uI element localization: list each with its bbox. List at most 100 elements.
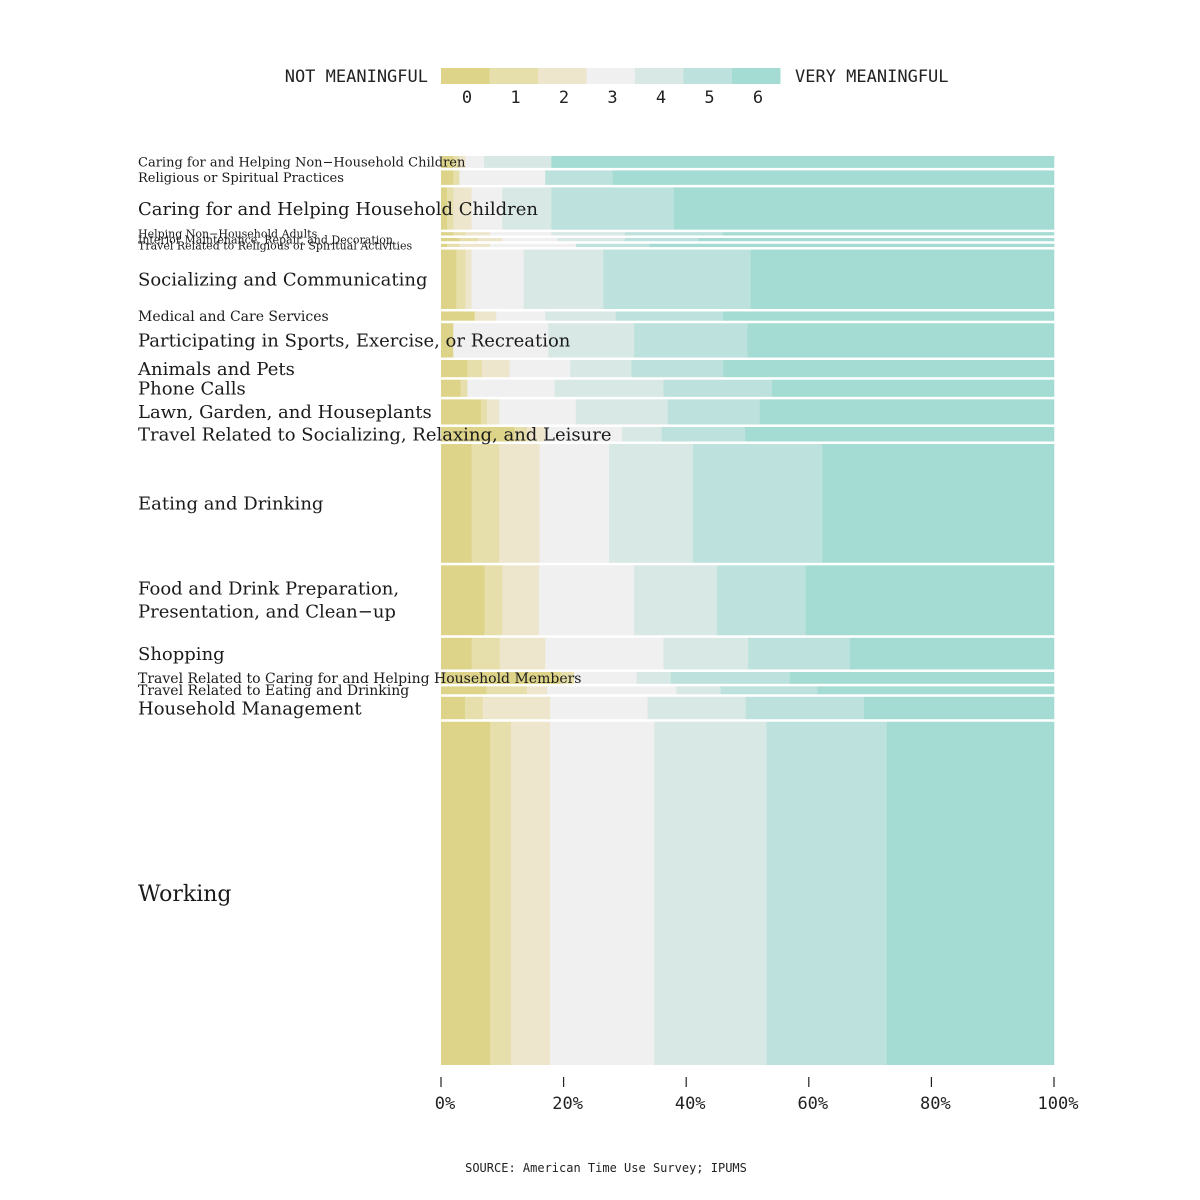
segment-12-1: [514, 426, 528, 442]
row-4: [441, 237, 1055, 242]
segment-15-4: [663, 637, 749, 670]
row-label-line: Animals and Pets: [137, 359, 295, 380]
legend-swatch-1: [489, 68, 538, 84]
row-18: [441, 696, 1055, 720]
row-label-line: Medical and Care Services: [138, 309, 329, 325]
source-note: SOURCE: American Time Use Survey; IPUMS: [465, 1161, 747, 1175]
segment-11-0: [441, 399, 482, 425]
row-12: [441, 426, 1055, 442]
segment-19-1: [490, 721, 512, 1065]
segment-8-0: [441, 323, 454, 358]
row-1: [441, 170, 1055, 185]
segment-2-4: [502, 187, 552, 230]
segment-5-0: [441, 243, 448, 248]
x-tick-label-5: 100%: [1038, 1094, 1079, 1114]
segment-4-5: [624, 237, 699, 242]
row-label-13: Eating and Drinking: [138, 494, 323, 515]
row-6: [441, 249, 1055, 309]
segment-11-4: [575, 399, 669, 425]
row-label-line: Interior Maintenance, Repair, and Decora…: [138, 233, 393, 246]
segment-17-3: [547, 686, 677, 695]
row-label-line: Travel Related to Religious or Spiritual…: [138, 239, 413, 252]
row-11: [441, 399, 1055, 425]
segment-14-0: [441, 565, 485, 636]
segment-6-1: [456, 249, 466, 309]
segment-1-5: [545, 170, 613, 185]
segment-15-1: [471, 637, 501, 670]
segment-15-3: [545, 637, 664, 670]
segment-0-2: [459, 156, 466, 168]
segment-17-4: [676, 686, 721, 695]
legend-level-6: 6: [753, 88, 763, 108]
segment-0-6: [551, 156, 1055, 168]
segment-1-0: [441, 170, 454, 185]
segment-16-0: [441, 671, 561, 684]
segment-2-0: [441, 187, 448, 230]
row-label-group: Caring for and Helping Non−Household Chi…: [137, 155, 611, 907]
segment-18-1: [464, 696, 483, 720]
segment-18-4: [647, 696, 746, 720]
row-label-17: Travel Related to Eating and Drinking: [138, 683, 409, 699]
segment-15-6: [849, 637, 1055, 670]
segment-5-3: [490, 243, 577, 248]
segment-14-5: [716, 565, 807, 636]
segment-16-3: [574, 671, 637, 684]
segment-13-6: [822, 443, 1055, 563]
segment-0-0: [441, 156, 454, 168]
segment-6-3: [471, 249, 525, 309]
segment-10-5: [663, 379, 773, 397]
legend-level-0: 0: [462, 88, 472, 108]
segment-9-1: [467, 360, 483, 378]
segment-13-3: [539, 443, 610, 563]
segment-13-4: [608, 443, 694, 563]
segment-5-1: [447, 243, 460, 248]
segment-1-6: [612, 170, 1055, 185]
segment-11-6: [759, 399, 1055, 425]
segment-9-6: [723, 360, 1055, 378]
segment-6-4: [523, 249, 604, 309]
row-label-line: Travel Related to Eating and Drinking: [138, 683, 409, 699]
segment-7-5: [615, 311, 724, 321]
segment-17-1: [486, 686, 528, 695]
row-label-2: Caring for and Helping Household Childre…: [138, 199, 538, 220]
x-tick-label-1: 20%: [552, 1094, 583, 1114]
segment-4-1: [459, 237, 479, 242]
segment-6-6: [750, 249, 1055, 309]
segment-12-3: [545, 426, 623, 442]
x-axis: 0% 20% 40% 60% 80% 100%: [435, 1077, 1079, 1114]
segment-17-0: [441, 686, 487, 695]
legend-level-1: 1: [510, 88, 520, 108]
segment-4-0: [441, 237, 460, 242]
segment-11-2: [486, 399, 500, 425]
segment-6-0: [441, 249, 457, 309]
row-label-14: Food and Drink Preparation, Presentation,…: [138, 578, 399, 622]
segment-7-4: [545, 311, 617, 321]
row-label-9: Animals and Pets: [137, 359, 295, 380]
segment-16-5: [670, 671, 791, 684]
segment-18-6: [863, 696, 1055, 720]
segment-14-4: [634, 565, 718, 636]
segment-10-1: [460, 379, 468, 397]
segment-2-5: [551, 187, 675, 230]
legend-swatch-5: [683, 68, 732, 84]
segment-2-6: [673, 187, 1055, 230]
segment-4-2: [477, 237, 503, 242]
row-7: [441, 311, 1055, 321]
segment-18-3: [550, 696, 648, 720]
segment-3-0: [441, 232, 454, 236]
segment-11-5: [667, 399, 761, 425]
segment-7-2: [474, 311, 497, 321]
legend-swatch-6: [732, 68, 781, 84]
segment-4-4: [557, 237, 626, 242]
row-group: [441, 156, 1055, 1065]
segment-15-0: [441, 637, 472, 670]
row-14: [441, 565, 1055, 636]
row-label-line: Participating in Sports, Exercise, or Re…: [138, 331, 571, 352]
row-label-16: Travel Related to Caring for and Helping…: [138, 671, 581, 687]
segment-1-1: [453, 170, 460, 185]
row-label-10: Phone Calls: [138, 379, 246, 400]
row-label-0: Caring for and Helping Non−Household Chi…: [138, 155, 466, 170]
segment-7-0: [441, 311, 476, 321]
row-15: [441, 637, 1055, 670]
segment-9-3: [509, 360, 571, 378]
